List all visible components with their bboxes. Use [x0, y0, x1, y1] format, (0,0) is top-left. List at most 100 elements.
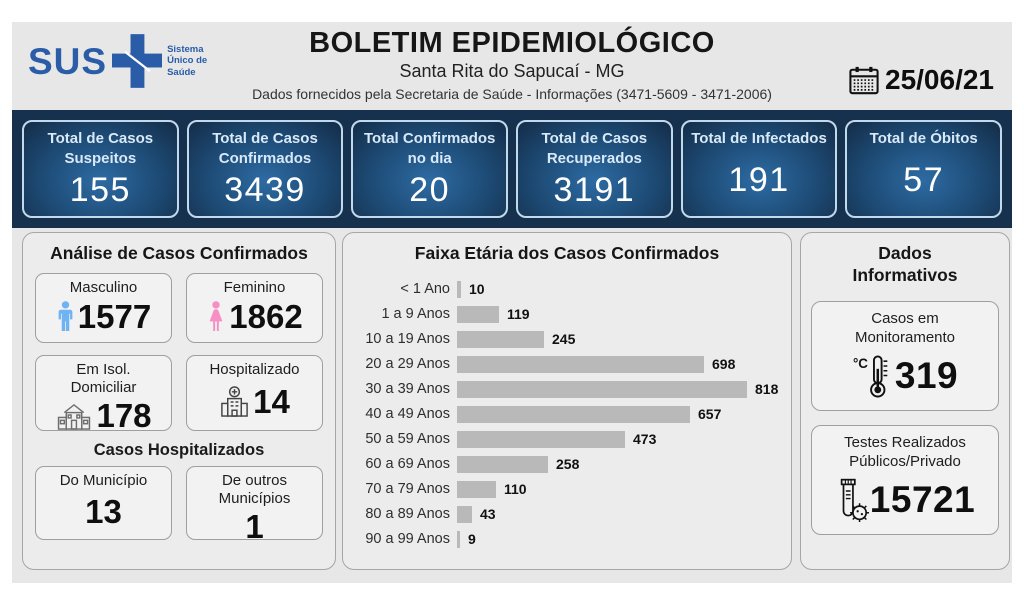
header-titles: BOLETIM EPIDEMIOLÓGICO Santa Rita do Sap… [12, 22, 1012, 102]
chart-value-label: 245 [552, 331, 576, 348]
chart-row: 60 a 69 Anos 258 [355, 452, 779, 477]
info-panel-title: Dados Informativos [852, 243, 958, 285]
summary-card-label: Total Confirmados no dia [363, 130, 496, 167]
card-isolamento-value: 178 [96, 396, 152, 434]
chart-bar [457, 305, 499, 323]
chart-category-label: 30 a 39 Anos [365, 381, 450, 398]
bulletin-sheet: SUS Sistema Único de Saúde BOLETIM EPIDE… [12, 22, 1012, 583]
analysis-panel: Análise de Casos Confirmados Masculino 1… [22, 232, 336, 570]
summary-card-value: 191 [728, 160, 790, 199]
calendar-icon [849, 66, 879, 95]
chart-row: 30 a 39 Anos 818 [355, 377, 779, 402]
summary-card: Total de Casos Suspeitos 155 [22, 120, 179, 218]
chart-bar [457, 280, 461, 298]
card-feminino: Feminino 1862 [186, 272, 323, 343]
report-date: 25/06/21 [885, 64, 994, 95]
summary-card-value: 155 [69, 170, 131, 209]
card-isolamento-label: Em Isol. Domiciliar [70, 360, 137, 396]
chart-bar [457, 430, 625, 448]
card-do-municipio-value: 13 [85, 492, 122, 530]
age-chart-rows: < 1 Ano 10 1 a 9 Anos 119 10 a 19 Anos 245 20 … [355, 277, 779, 552]
card-testes-label: Testes Realizados Públicos/Privado [844, 433, 966, 470]
sus-logo-text: SUS [28, 40, 108, 82]
chart-bar [457, 355, 704, 373]
card-isolamento-domiciliar: Em Isol. Domiciliar [35, 354, 172, 434]
summary-card-label: Total de Casos Confirmados [212, 130, 318, 167]
chart-category-label: < 1 Ano [400, 281, 450, 298]
chart-row: 20 a 29 Anos 698 [355, 352, 779, 377]
card-hospitalizado-label: Hospitalizado [209, 360, 300, 378]
chart-bar [457, 330, 544, 348]
chart-value-label: 698 [712, 356, 736, 373]
sus-cross-icon [112, 34, 163, 88]
card-testes-value: 15721 [869, 478, 976, 520]
chart-bar [457, 530, 460, 548]
thermometer-icon: °C [852, 353, 894, 398]
hospitalized-section-title: Casos Hospitalizados [93, 440, 265, 459]
card-feminino-label: Feminino [223, 278, 286, 296]
header: SUS Sistema Único de Saúde BOLETIM EPIDE… [12, 22, 1012, 110]
chart-value-label: 473 [633, 431, 657, 448]
chart-value-label: 110 [504, 481, 527, 498]
chart-value-label: 258 [556, 456, 580, 473]
chart-row: 40 a 49 Anos 657 [355, 402, 779, 427]
chart-row: 90 a 99 Anos 9 [355, 527, 779, 552]
summary-card-value: 3191 [553, 170, 636, 209]
card-masculino-value: 1577 [77, 297, 152, 335]
summary-card-label: Total de Casos Recuperados [541, 130, 648, 167]
summary-card-value: 3439 [224, 170, 306, 209]
card-outros-municipios: De outros Municípios 1 [186, 465, 323, 545]
sus-logo: SUS Sistema Único de Saúde [28, 34, 221, 88]
chart-bar [457, 405, 690, 423]
female-person-icon [206, 301, 226, 332]
summary-card: Total de Óbitos 57 [845, 120, 1003, 218]
chart-category-label: 70 a 79 Anos [365, 481, 450, 498]
summary-card-label: Total de Infectados [691, 130, 827, 147]
summary-card: Total de Casos Confirmados 3439 [186, 120, 344, 218]
age-chart-panel: Faixa Etária dos Casos Confirmados < 1 A… [342, 232, 792, 570]
card-monitoramento: Casos em Monitoramento °C 319 [811, 300, 999, 411]
svg-text:°C: °C [853, 356, 868, 371]
card-hospitalizado: Hospitalizado [186, 354, 323, 431]
card-do-municipio-label: Do Município [59, 471, 148, 489]
chart-value-label: 119 [507, 306, 530, 323]
card-masculino-label: Masculino [69, 278, 138, 296]
summary-card-label: Total de Casos Suspeitos [47, 130, 154, 167]
chart-category-label: 80 a 89 Anos [365, 506, 450, 523]
card-hospitalizado-value: 14 [253, 382, 290, 420]
summary-card: Total de Casos Recuperados 3191 [516, 120, 673, 218]
chart-value-label: 657 [698, 406, 722, 423]
summary-card-label: Total de Óbitos [869, 130, 978, 147]
card-outros-municipios-value: 1 [245, 507, 264, 545]
house-icon [55, 401, 93, 431]
chart-category-label: 60 a 69 Anos [365, 456, 450, 473]
summary-card-value: 20 [409, 170, 451, 209]
page-title: BOLETIM EPIDEMIOLÓGICO [309, 27, 715, 59]
chart-bar [457, 480, 496, 498]
summary-card: Total Confirmados no dia 20 [351, 120, 509, 218]
card-monitoramento-label: Casos em Monitoramento [854, 309, 956, 346]
male-person-icon [56, 301, 75, 332]
chart-category-label: 20 a 29 Anos [365, 356, 450, 373]
chart-row: < 1 Ano 10 [355, 277, 779, 302]
card-testes: Testes Realizados Públicos/Privado [811, 424, 999, 535]
chart-value-label: 818 [755, 381, 779, 398]
chart-category-label: 90 a 99 Anos [365, 531, 450, 548]
chart-row: 1 a 9 Anos 119 [355, 302, 779, 327]
sus-logo-tagline: Sistema Único de Saúde [167, 43, 208, 78]
chart-value-label: 10 [469, 281, 485, 298]
card-feminino-value: 1862 [229, 297, 303, 335]
analysis-panel-title: Análise de Casos Confirmados [50, 243, 308, 263]
header-info-line: Dados fornecidos pela Secretaria de Saúd… [252, 86, 772, 102]
chart-value-label: 9 [468, 531, 476, 548]
chart-category-label: 1 a 9 Anos [381, 306, 450, 323]
chart-category-label: 10 a 19 Anos [365, 331, 450, 348]
chart-bar [457, 455, 548, 473]
card-do-municipio: Do Município 13 [35, 465, 172, 540]
chart-category-label: 40 a 49 Anos [365, 406, 450, 423]
date-block: 25/06/21 [849, 64, 994, 96]
chart-row: 80 a 89 Anos 43 [355, 502, 779, 527]
page-subtitle: Santa Rita do Sapucaí - MG [399, 61, 625, 81]
chart-row: 50 a 59 Anos 473 [355, 427, 779, 452]
card-masculino: Masculino 1577 [35, 272, 172, 343]
